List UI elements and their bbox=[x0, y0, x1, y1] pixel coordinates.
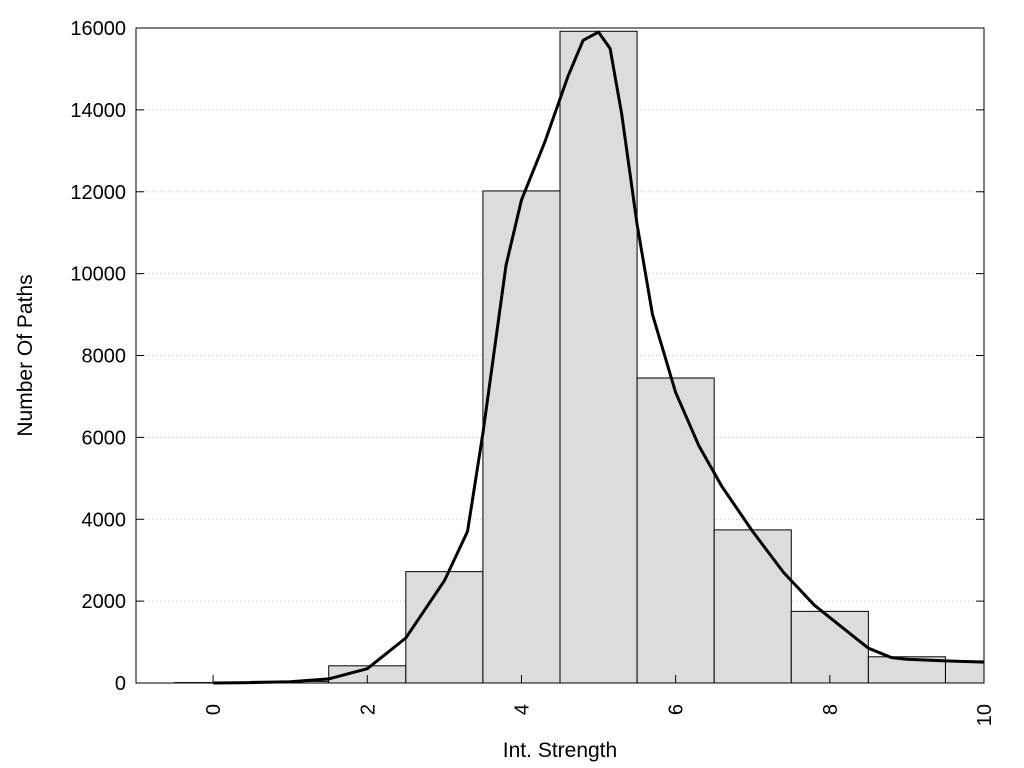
x-tick-label: 4 bbox=[511, 704, 533, 715]
histogram-bar bbox=[944, 660, 985, 684]
y-tick-label: 2000 bbox=[82, 591, 127, 613]
x-tick-label: 8 bbox=[820, 704, 842, 715]
bars bbox=[174, 30, 985, 684]
x-axis: 0 2 4 6 8 10 bbox=[203, 675, 996, 726]
histogram-bar bbox=[559, 30, 638, 684]
x-tick-label: 2 bbox=[357, 704, 379, 715]
y-tick-label: 8000 bbox=[82, 346, 127, 368]
x-axis-label: Int. Strength bbox=[503, 739, 617, 762]
histogram-bar bbox=[713, 529, 792, 684]
x-tick-label: 10 bbox=[974, 704, 996, 726]
histogram-bar bbox=[405, 571, 484, 684]
y-axis-label: Number Of Paths bbox=[14, 274, 37, 436]
histogram-bar bbox=[790, 610, 869, 684]
fit-curve-line bbox=[213, 30, 985, 685]
y-axis: 0 2000 4000 6000 8000 10000 12000 14000 16000 bbox=[70, 18, 984, 695]
y-tick-label: 16000 bbox=[70, 18, 126, 40]
y-tick-label: 6000 bbox=[82, 427, 127, 449]
y-tick-label: 12000 bbox=[70, 182, 126, 204]
histogram-bar bbox=[482, 190, 561, 684]
y-tick-label: 14000 bbox=[70, 100, 126, 122]
y-tick-label: 10000 bbox=[70, 264, 126, 286]
histogram-bar bbox=[636, 377, 715, 684]
fit-curve bbox=[213, 30, 985, 685]
x-tick-label: 0 bbox=[203, 704, 225, 715]
y-tick-label: 4000 bbox=[82, 509, 127, 531]
y-tick-label: 0 bbox=[115, 673, 126, 695]
x-tick-label: 6 bbox=[666, 704, 688, 715]
